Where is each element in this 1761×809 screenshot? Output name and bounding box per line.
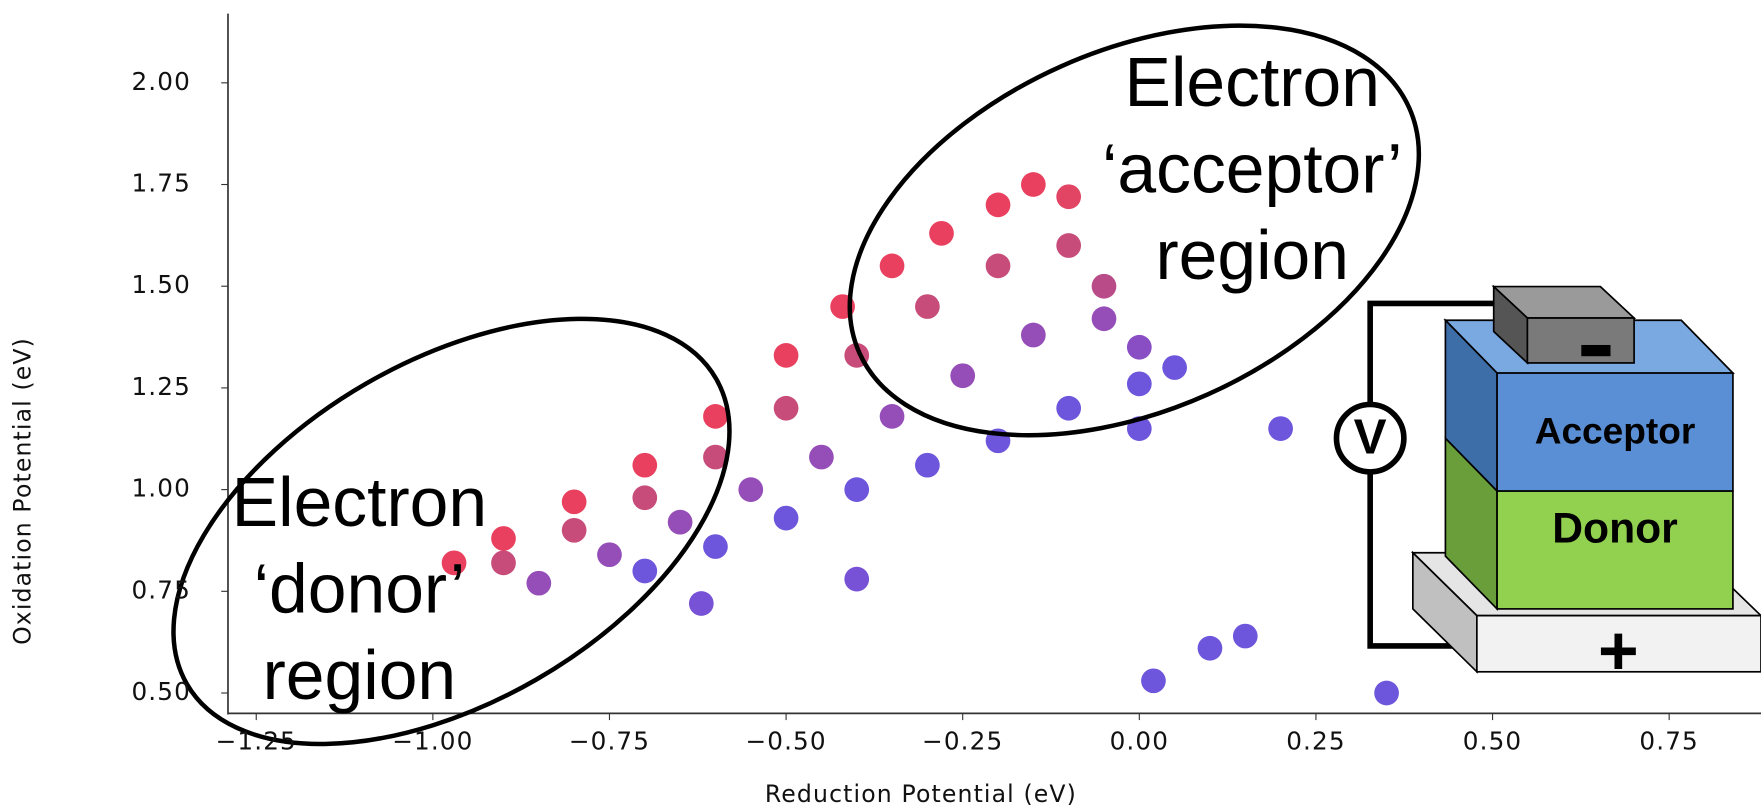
point: [688, 591, 714, 616]
point: [809, 444, 834, 470]
point: [667, 509, 693, 535]
point: [1020, 172, 1046, 197]
point: [561, 489, 587, 515]
annotation-line: Electron: [1125, 43, 1380, 121]
point: [1197, 635, 1223, 661]
point: [1374, 680, 1399, 706]
y-tick-label: 1.25: [131, 372, 190, 401]
point: [703, 404, 728, 429]
acceptor-block: [1496, 372, 1734, 492]
point: [1056, 184, 1082, 210]
positive-label: +: [1598, 611, 1639, 689]
annotation-line: ‘donor’: [254, 550, 466, 628]
annotation-line: region: [1155, 216, 1349, 294]
point: [1141, 668, 1166, 694]
point: [844, 566, 870, 592]
donor-ellipse: [171, 316, 732, 747]
point: [632, 452, 658, 478]
point: [985, 253, 1011, 279]
point: [1126, 371, 1152, 397]
point: [1091, 306, 1117, 332]
point: [950, 363, 976, 389]
x-tick-label: −0.25: [922, 727, 1003, 756]
point: [526, 570, 552, 596]
point: [1232, 623, 1258, 649]
acceptor-label: Acceptor: [1535, 409, 1696, 451]
point: [632, 558, 658, 584]
point: [441, 550, 467, 576]
acceptor-annotation: Electron ‘acceptor’ region: [1102, 43, 1403, 294]
x-tick-label: 0.25: [1286, 727, 1345, 756]
point: [491, 526, 516, 551]
x-tick-label: −0.50: [745, 727, 826, 756]
point: [879, 404, 905, 429]
device-diagram: [1333, 284, 1761, 674]
y-tick-label: 1.75: [131, 169, 190, 198]
point: [879, 253, 905, 279]
point: [1020, 322, 1046, 348]
point: [491, 550, 516, 576]
minus-sign: [1581, 344, 1611, 357]
point: [561, 517, 587, 543]
annotation-line: ‘acceptor’: [1102, 130, 1403, 208]
y-axis-label: Oxidation Potential (eV): [8, 337, 36, 645]
y-tick-label: 2.00: [131, 67, 190, 96]
acceptor-ellipse: [847, 23, 1422, 438]
point: [1056, 395, 1082, 421]
x-tick-label: 0.00: [1110, 727, 1169, 756]
point: [738, 477, 764, 502]
electrode-front: [1526, 317, 1635, 364]
x-tick-label: 0.75: [1639, 727, 1698, 756]
annotation-line: region: [263, 636, 457, 714]
donor-annotation: Electron ‘donor’ region: [232, 463, 487, 714]
point: [1056, 233, 1082, 258]
point: [915, 294, 940, 319]
point: [1126, 334, 1152, 360]
point: [597, 542, 622, 568]
axes: [221, 13, 1761, 721]
x-tick-label: −1.25: [216, 727, 297, 756]
point: [703, 534, 728, 559]
point: [1268, 416, 1293, 441]
point: [844, 477, 870, 502]
point: [773, 505, 799, 531]
x-axis-label: Reduction Potential (eV): [765, 780, 1077, 808]
voltmeter: [1333, 401, 1407, 475]
point: [632, 485, 658, 511]
y-tick-label: 0.75: [131, 575, 190, 604]
y-tick-label: 1.00: [131, 474, 190, 503]
point: [1162, 355, 1187, 380]
donor-block: [1496, 490, 1734, 610]
x-tick-label: −1.00: [392, 727, 473, 756]
y-tick-label: 1.50: [131, 270, 190, 299]
point: [985, 192, 1011, 218]
point: [929, 220, 954, 246]
x-tick-label: −0.75: [569, 727, 650, 756]
point: [915, 452, 940, 478]
x-tick-label: 0.50: [1463, 727, 1522, 756]
points: [441, 172, 1399, 706]
donor-label: Donor: [1552, 505, 1678, 553]
point: [1091, 273, 1117, 299]
y-tick-label: 0.50: [131, 677, 190, 706]
voltmeter-label: V: [1354, 409, 1387, 464]
point: [773, 395, 799, 421]
base-front: [1476, 614, 1761, 673]
annotation-line: Electron: [232, 463, 487, 541]
point: [703, 444, 728, 470]
point: [773, 343, 799, 368]
